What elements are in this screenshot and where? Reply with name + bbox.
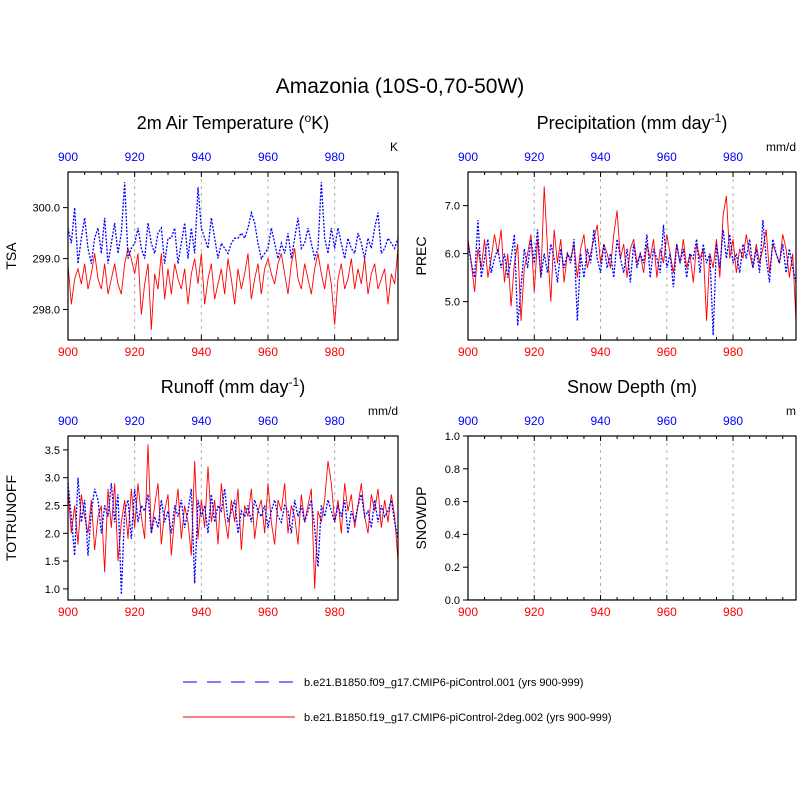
x-tick-label-top: 980 <box>723 414 743 428</box>
y-tick-label: 2.0 <box>45 528 60 540</box>
series-line-blue <box>468 219 796 336</box>
x-tick-label-top: 900 <box>458 150 478 164</box>
x-tick-label: 920 <box>524 605 544 619</box>
x-tick-label: 980 <box>325 605 345 619</box>
legend-label: b.e21.B1850.f19_g17.CMIP6-piControl-2deg… <box>304 712 612 724</box>
x-tick-label: 980 <box>723 605 743 619</box>
x-tick-label: 940 <box>591 605 611 619</box>
x-tick-label-top: 980 <box>723 150 743 164</box>
panel-title: 2m Air Temperature (oK) <box>137 111 329 133</box>
x-tick-label-top: 900 <box>458 414 478 428</box>
x-tick-label-top: 920 <box>125 150 145 164</box>
panels: 2m Air Temperature (oK) K 900 900 920 920 940 9… <box>3 111 797 619</box>
x-tick-label: 940 <box>591 345 611 359</box>
units-label: mm/d <box>766 140 796 154</box>
x-tick-label-top: 940 <box>191 414 211 428</box>
y-tick-label: 1.5 <box>45 556 60 568</box>
x-tick-label: 960 <box>657 345 677 359</box>
x-tick-label: 920 <box>524 345 544 359</box>
series-group <box>68 444 398 595</box>
x-tick-label: 960 <box>258 605 278 619</box>
x-tick-label-top: 920 <box>524 150 544 164</box>
units-label: m <box>786 404 796 418</box>
y-tick-label: 299.0 <box>32 254 60 266</box>
x-tick-label-top: 940 <box>591 414 611 428</box>
y-axis-label: SNOWDP <box>413 487 429 550</box>
x-tick-label-top: 960 <box>657 150 677 164</box>
x-tick-label: 920 <box>125 605 145 619</box>
y-tick-label: 0.8 <box>445 464 460 476</box>
chart-panel-tsa: 2m Air Temperature (oK) K 900 900 920 920 940 9… <box>3 111 399 359</box>
series-line-blue <box>68 477 398 595</box>
series-group <box>68 182 398 330</box>
x-tick-label-top: 920 <box>524 414 544 428</box>
plot-frame <box>467 171 797 341</box>
y-tick-label: 300.0 <box>32 203 60 215</box>
x-tick-label: 980 <box>325 345 345 359</box>
x-tick-label-top: 940 <box>191 150 211 164</box>
x-tick-label-top: 940 <box>591 150 611 164</box>
plot-frame <box>67 435 399 601</box>
x-tick-label: 900 <box>458 605 478 619</box>
x-tick-label-top: 980 <box>325 414 345 428</box>
x-tick-label: 900 <box>458 345 478 359</box>
series-line-blue <box>68 182 398 264</box>
x-tick-label-top: 960 <box>657 414 677 428</box>
x-tick-label-top: 920 <box>125 414 145 428</box>
x-tick-label: 900 <box>58 345 78 359</box>
y-axis-label: TSA <box>3 242 19 270</box>
plot-frame <box>467 435 797 601</box>
x-tick-label: 960 <box>657 605 677 619</box>
panel-title: Runoff (mm day-1) <box>161 375 305 397</box>
chart-panel-prec: Precipitation (mm day-1) mm/d 900 900 920 920… <box>413 111 797 359</box>
units-label: K <box>390 140 398 154</box>
x-tick-label-top: 980 <box>325 150 345 164</box>
legend-label: b.e21.B1850.f09_g17.CMIP6-piControl.001 … <box>304 677 583 689</box>
chart-panel-totrunoff: Runoff (mm day-1) mm/d 900 900 920 920 940 940 9… <box>3 375 399 619</box>
y-tick-label: 0.4 <box>445 529 460 541</box>
chart-panel-snowdp: Snow Depth (m) m 900 900 920 920 940 940 960 960 9… <box>413 377 797 619</box>
y-tick-label: 298.0 <box>32 304 60 316</box>
x-tick-label-top: 900 <box>58 414 78 428</box>
panel-title: Snow Depth (m) <box>567 377 697 397</box>
y-tick-label: 0.6 <box>445 497 460 509</box>
y-tick-label: 7.0 <box>445 201 460 213</box>
x-tick-label-top: 960 <box>258 414 278 428</box>
y-axis-label: PREC <box>413 237 429 276</box>
y-axis-label: TOTRUNOFF <box>3 475 19 561</box>
y-tick-label: 1.0 <box>445 431 460 443</box>
x-tick-label: 940 <box>191 345 211 359</box>
series-group <box>468 186 796 336</box>
x-tick-label: 920 <box>125 345 145 359</box>
y-tick-label: 5.0 <box>445 297 460 309</box>
y-tick-label: 0.2 <box>445 562 460 574</box>
legend: b.e21.B1850.f09_g17.CMIP6-piControl.001 … <box>183 677 612 724</box>
x-tick-label: 940 <box>191 605 211 619</box>
plot-frame <box>67 171 399 341</box>
y-tick-label: 3.5 <box>45 445 60 457</box>
series-line-red <box>68 444 398 589</box>
x-tick-label-top: 960 <box>258 150 278 164</box>
series-line-red <box>68 246 398 330</box>
x-tick-label: 960 <box>258 345 278 359</box>
figure-title: Amazonia (10S-0,70-50W) <box>276 75 525 98</box>
units-label: mm/d <box>368 404 398 418</box>
y-tick-label: 3.0 <box>45 473 60 485</box>
y-tick-label: 6.0 <box>445 249 460 261</box>
panel-title: Precipitation (mm day-1) <box>537 111 728 133</box>
x-tick-label: 900 <box>58 605 78 619</box>
x-tick-label-top: 900 <box>58 150 78 164</box>
y-tick-label: 0.0 <box>445 595 460 607</box>
y-tick-label: 2.5 <box>45 500 60 512</box>
x-tick-label: 980 <box>723 345 743 359</box>
y-tick-label: 1.0 <box>45 584 60 596</box>
